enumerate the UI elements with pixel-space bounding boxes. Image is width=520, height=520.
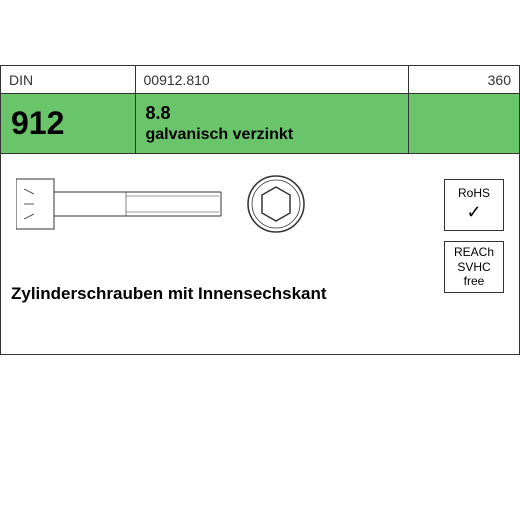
main-area: Zylinderschrauben mit Innensechskant RoH…: [1, 154, 519, 354]
standard-label: DIN: [1, 66, 136, 93]
screw-side-icon: [16, 174, 226, 234]
header-code: 360: [409, 66, 519, 93]
reach-line3: free: [464, 274, 485, 288]
rohs-badge: RoHS ✓: [444, 179, 504, 231]
grade-text: 8.8: [146, 103, 399, 124]
header-row: DIN 00912.810 360: [1, 66, 519, 94]
badges-container: RoHS ✓ REACh SVHC free: [444, 179, 504, 293]
reach-line2: SVHC: [457, 260, 490, 274]
spec-card: DIN 00912.810 360 912 8.8 galvanisch ver…: [0, 65, 520, 355]
hex-socket-icon: [241, 169, 311, 239]
rohs-label: RoHS: [458, 186, 490, 200]
reach-badge: REACh SVHC free: [444, 241, 504, 293]
grade-finish-cell: 8.8 galvanisch verzinkt: [136, 94, 410, 153]
din-number: 912: [11, 105, 125, 142]
check-icon: ✓: [466, 202, 481, 224]
din-cell: 912: [1, 94, 136, 153]
empty-cell: [409, 94, 519, 153]
finish-text: galvanisch verzinkt: [146, 126, 399, 144]
spec-row: 912 8.8 galvanisch verzinkt: [1, 94, 519, 154]
reach-line1: REACh: [454, 245, 494, 259]
part-number: 00912.810: [136, 66, 410, 93]
product-title: Zylinderschrauben mit Innensechskant: [11, 284, 327, 304]
